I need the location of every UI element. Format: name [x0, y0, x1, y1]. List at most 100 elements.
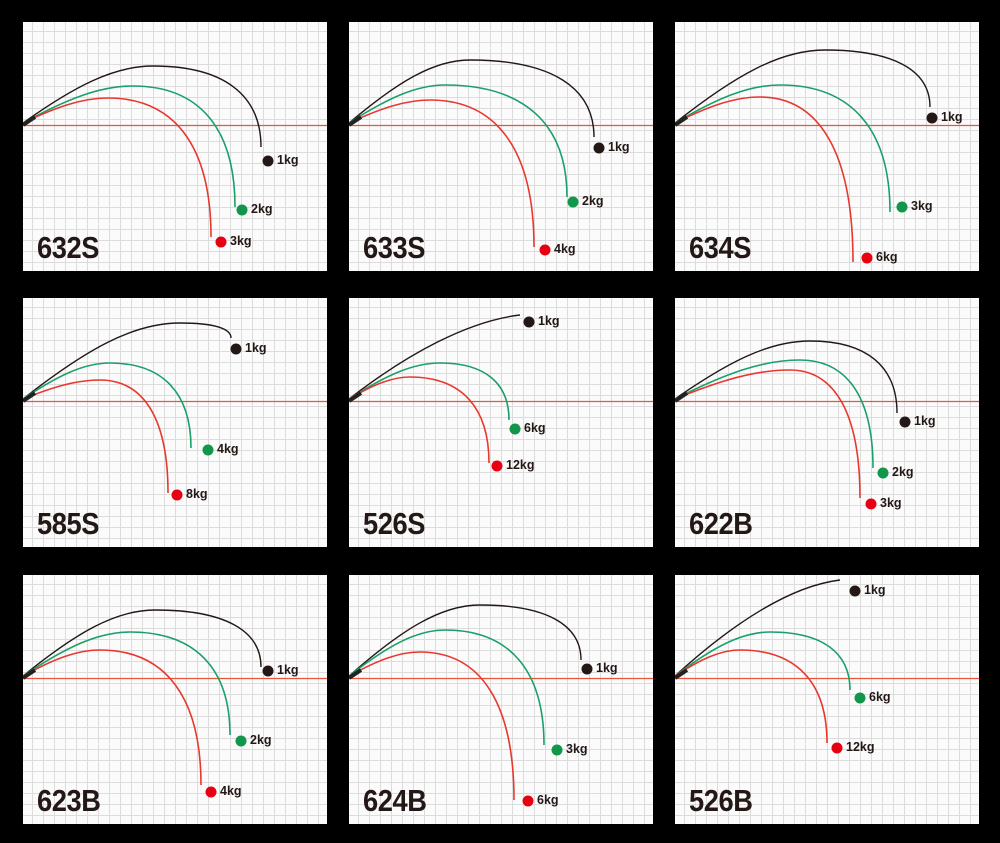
load-weight-label: 6kg	[537, 793, 559, 807]
rod-curve-1kg	[675, 579, 841, 677]
load-marker-dot	[849, 585, 861, 597]
load-weight-label: 2kg	[251, 202, 273, 216]
load-marker-dot	[896, 201, 908, 213]
load-weight-label: 3kg	[911, 199, 933, 213]
model-name: 526S	[363, 506, 425, 541]
rod-curve-1kg	[349, 604, 582, 677]
load-marker-dot	[230, 343, 242, 355]
load-marker-dot	[215, 236, 227, 248]
rod-butt-grip	[349, 668, 363, 680]
load-weight-label: 2kg	[892, 465, 914, 479]
load-marker-dot	[491, 460, 503, 472]
load-marker-dot	[205, 786, 217, 798]
load-weight-label: 4kg	[554, 242, 576, 256]
rod-curve-12kg	[349, 376, 490, 464]
load-marker-dot	[522, 795, 534, 807]
rod-butt-grip	[349, 115, 363, 127]
load-weight-label: 1kg	[941, 110, 963, 124]
rod-curve-1kg	[675, 340, 898, 414]
bend-panel-632s: 1kg 2kg 3kg 632S	[23, 22, 327, 271]
load-marker-dot	[171, 489, 183, 501]
rod-curve-1kg	[349, 314, 521, 400]
bend-panel-633s: 1kg 2kg 4kg 633S	[349, 22, 653, 271]
load-marker-dot	[551, 744, 563, 756]
load-weight-label: 12kg	[846, 740, 875, 754]
model-name: 585S	[37, 506, 99, 541]
model-name: 624B	[363, 783, 427, 818]
load-marker-dot	[235, 735, 247, 747]
rod-curve-2kg	[23, 85, 236, 208]
load-weight-label: 2kg	[250, 733, 272, 747]
bend-panel-526s: 1kg 6kg 12kg 526S	[349, 298, 653, 547]
rod-curve-6kg	[349, 362, 510, 421]
rod-curve-1kg	[675, 49, 931, 124]
rod-curve-6kg	[675, 96, 854, 263]
load-weight-label: 4kg	[220, 784, 242, 798]
load-weight-label: 2kg	[582, 194, 604, 208]
bend-panel-585s: 1kg 4kg 8kg 585S	[23, 298, 327, 547]
rod-curve-4kg	[349, 99, 535, 248]
load-weight-label: 1kg	[914, 414, 936, 428]
rod-curve-12kg	[675, 649, 828, 744]
bend-panel-623b: 1kg 2kg 4kg 623B	[23, 575, 327, 824]
load-weight-label: 1kg	[538, 314, 560, 328]
load-weight-label: 3kg	[230, 234, 252, 248]
load-weight-label: 6kg	[869, 690, 891, 704]
bend-panel-526b: 1kg 6kg 12kg 526B	[675, 575, 979, 824]
rod-butt-grip	[675, 391, 689, 403]
load-weight-label: 3kg	[566, 742, 588, 756]
rod-curve-3kg	[23, 97, 212, 238]
rod-curve-1kg	[349, 59, 595, 138]
load-weight-label: 6kg	[524, 421, 546, 435]
load-weight-label: 1kg	[864, 583, 886, 597]
rod-curve-3kg	[349, 629, 545, 746]
load-weight-label: 3kg	[880, 496, 902, 510]
model-name: 634S	[689, 230, 751, 265]
rod-butt-grip	[23, 115, 37, 127]
load-marker-dot	[523, 316, 535, 328]
rod-curve-4kg	[23, 362, 192, 449]
load-marker-dot	[202, 444, 214, 456]
rod-curve-6kg	[675, 631, 851, 691]
load-marker-dot	[262, 155, 274, 167]
load-marker-dot	[236, 204, 248, 216]
load-weight-label: 8kg	[186, 487, 208, 501]
rod-curve-3kg	[675, 84, 891, 213]
load-weight-label: 1kg	[245, 341, 267, 355]
load-weight-label: 1kg	[596, 661, 618, 675]
load-marker-dot	[567, 196, 579, 208]
load-weight-label: 6kg	[876, 250, 898, 264]
rod-curve-3kg	[675, 369, 861, 499]
load-marker-dot	[854, 692, 866, 704]
load-weight-label: 1kg	[608, 140, 630, 154]
rod-curve-1kg	[23, 65, 262, 148]
rod-curve-8kg	[23, 379, 169, 494]
rod-curve-2kg	[349, 84, 568, 198]
rod-butt-grip	[349, 391, 363, 403]
rod-butt-grip	[23, 668, 37, 680]
load-marker-dot	[899, 416, 911, 428]
rod-curve-1kg	[23, 609, 262, 677]
load-marker-dot	[831, 742, 843, 754]
load-marker-dot	[581, 663, 593, 675]
load-marker-dot	[262, 665, 274, 677]
load-weight-label: 1kg	[277, 663, 299, 677]
rod-butt-grip	[23, 391, 37, 403]
bend-panel-624b: 1kg 3kg 6kg 624B	[349, 575, 653, 824]
load-marker-dot	[865, 498, 877, 510]
load-weight-label: 12kg	[506, 458, 535, 472]
load-marker-dot	[509, 423, 521, 435]
load-marker-dot	[926, 112, 938, 124]
model-name: 623B	[37, 783, 101, 818]
model-name: 526B	[689, 783, 753, 818]
bend-panel-634s: 1kg 3kg 6kg 634S	[675, 22, 979, 271]
rod-curve-4kg	[23, 649, 202, 786]
model-name: 622B	[689, 506, 753, 541]
bend-panel-622b: 1kg 2kg 3kg 622B	[675, 298, 979, 547]
load-marker-dot	[861, 252, 873, 264]
load-weight-label: 4kg	[217, 442, 239, 456]
load-marker-dot	[593, 142, 605, 154]
model-name: 633S	[363, 230, 425, 265]
rod-butt-grip	[675, 115, 689, 127]
model-name: 632S	[37, 230, 99, 265]
